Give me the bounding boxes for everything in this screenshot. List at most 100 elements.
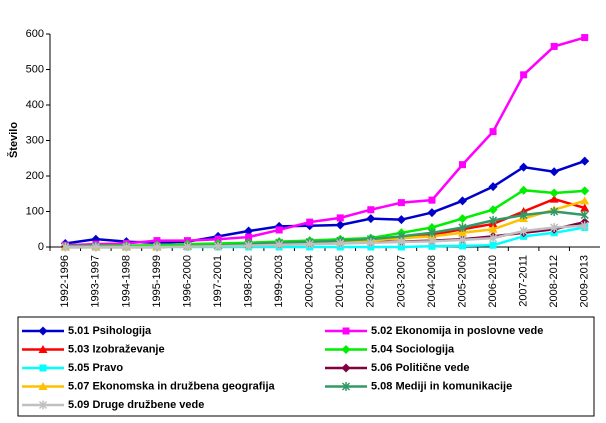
point xyxy=(458,196,467,206)
point xyxy=(489,233,498,243)
x-tick-label: 1996-2000 xyxy=(181,255,193,308)
x-tick-label: 2002-2006 xyxy=(365,255,377,308)
point xyxy=(580,221,589,231)
legend-marker xyxy=(341,345,351,354)
point xyxy=(458,222,467,232)
point xyxy=(336,214,344,222)
point xyxy=(549,167,559,177)
legend-label: 5.06 Politične vede xyxy=(371,362,469,374)
point xyxy=(519,185,529,195)
point xyxy=(367,206,375,214)
x-tick-label: 2006-2010 xyxy=(487,255,499,308)
point xyxy=(488,205,498,215)
y-tick-label: 600 xyxy=(26,28,44,40)
legend-marker xyxy=(38,382,48,390)
x-tick-label: 1993-1997 xyxy=(90,255,102,308)
point xyxy=(550,222,559,232)
point xyxy=(397,237,406,247)
series-line xyxy=(65,36,586,247)
x-tick-label: 2001-2005 xyxy=(334,255,346,308)
point xyxy=(519,162,529,172)
point xyxy=(152,242,161,252)
series-line xyxy=(65,188,585,248)
legend-box xyxy=(17,316,595,417)
y-tick-label: 200 xyxy=(26,170,44,182)
point xyxy=(427,208,437,218)
y-tick-label: 0 xyxy=(38,241,44,253)
point xyxy=(275,240,284,250)
point xyxy=(459,242,466,250)
point xyxy=(396,215,406,225)
y-tick-label: 300 xyxy=(26,134,44,146)
legend-marker xyxy=(38,345,48,353)
point xyxy=(459,161,466,169)
x-tick-label: 1994-1998 xyxy=(120,255,132,308)
point xyxy=(580,203,590,212)
point xyxy=(549,188,559,198)
point xyxy=(580,210,589,220)
point xyxy=(550,207,559,216)
point xyxy=(580,196,590,205)
point xyxy=(244,241,253,251)
point xyxy=(427,228,436,238)
y-tick-label: 100 xyxy=(26,205,44,217)
point xyxy=(245,233,253,241)
legend-label: 5.04 Sociologija xyxy=(371,343,455,355)
point xyxy=(581,34,589,42)
legend-marker xyxy=(341,363,351,373)
point xyxy=(366,238,375,248)
point xyxy=(488,182,498,192)
point xyxy=(366,214,376,224)
x-tick-label: 2007-2011 xyxy=(518,255,530,307)
point xyxy=(306,218,314,226)
point xyxy=(335,220,345,230)
x-tick-label: 2004-2008 xyxy=(426,255,438,308)
legend-label: 5.03 Izobraževanje xyxy=(68,343,165,355)
x-tick-label: 1999-2003 xyxy=(273,255,285,308)
point xyxy=(428,196,436,204)
legend-label: 5.08 Mediji in komunikacije xyxy=(371,380,512,392)
point xyxy=(550,42,558,50)
x-tick-label: 1992-1996 xyxy=(59,255,71,308)
point xyxy=(244,226,254,236)
point xyxy=(305,239,314,249)
legend-marker xyxy=(39,364,47,372)
point xyxy=(122,242,131,252)
y-tick-label: 400 xyxy=(26,99,44,111)
point xyxy=(580,156,590,166)
point xyxy=(458,228,467,237)
x-tick-label: 2003-2007 xyxy=(395,255,407,308)
point xyxy=(336,238,345,248)
legend-label: 5.09 Druge družbene vede xyxy=(68,399,204,411)
x-tick-label: 2000-2004 xyxy=(304,255,316,308)
point xyxy=(489,215,498,225)
x-tick-label: 1997-2001 xyxy=(212,255,224,308)
legend-label: 5.01 Psihologija xyxy=(68,325,152,337)
point xyxy=(458,214,467,224)
legend-label: 5.02 Ekonomija in poslovne vede xyxy=(371,325,543,337)
point xyxy=(488,224,498,233)
point xyxy=(489,241,497,249)
point xyxy=(519,210,528,220)
point xyxy=(458,235,467,245)
y-axis-label: Število xyxy=(7,122,20,158)
point xyxy=(519,226,528,236)
point xyxy=(214,241,223,251)
legend-label: 5.07 Ekonomska in družbena geografija xyxy=(68,380,275,392)
y-tick-label: 500 xyxy=(26,63,44,75)
legend-marker xyxy=(38,400,48,410)
point xyxy=(61,242,70,252)
legend-label: 5.05 Pravo xyxy=(68,362,123,374)
point xyxy=(397,199,405,207)
legend-marker xyxy=(342,327,350,335)
x-tick-label: 2009-2013 xyxy=(579,255,591,308)
x-tick-label: 2005-2009 xyxy=(456,255,468,308)
point xyxy=(397,243,405,251)
point xyxy=(520,71,528,79)
point xyxy=(91,242,100,252)
point xyxy=(275,226,283,234)
point xyxy=(428,242,436,250)
point xyxy=(427,236,436,246)
legend-marker xyxy=(341,382,351,391)
x-tick-label: 2008-2012 xyxy=(548,255,560,308)
